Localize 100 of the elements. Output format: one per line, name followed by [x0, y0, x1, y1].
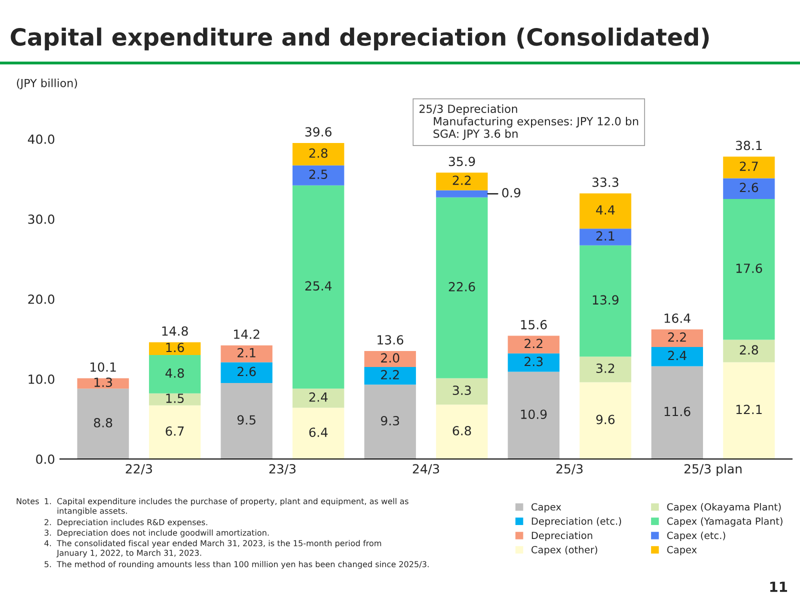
total-label: 14.8	[162, 326, 188, 336]
data-label: 0.9	[502, 188, 520, 198]
data-label: 25.4	[305, 281, 332, 291]
bar	[364, 351, 416, 367]
data-label: 11.6	[664, 406, 690, 416]
bar	[77, 378, 129, 389]
bar	[292, 185, 344, 389]
data-label: 2.5	[309, 170, 328, 180]
bar	[220, 362, 272, 383]
total-label: 35.9	[448, 156, 475, 166]
text: 3. Depreciation does not include goodwill amortization.	[44, 530, 269, 538]
bar	[580, 382, 632, 459]
data-label: 2.1	[238, 348, 256, 358]
bar	[436, 378, 488, 405]
total-label: 13.6	[378, 335, 404, 345]
bar	[580, 356, 632, 382]
legend-label: Capex	[532, 503, 562, 512]
x-tick-label: 23/3	[269, 464, 296, 475]
text: 1. Capital expenditure includes the purchase of property, plant and equipment, as well as intangible assets.	[44, 498, 408, 516]
bar	[148, 355, 201, 394]
annotation: 25/3 Depreciation Manufacturing expenses: JPY 12.0 bn SGA: JPY 3.6 bn	[419, 104, 638, 140]
bar	[723, 340, 775, 362]
data-label: 1.3	[94, 378, 112, 388]
data-label: 22.6	[448, 282, 476, 292]
data-label: 2.1	[596, 231, 614, 240]
bar	[436, 197, 488, 378]
data-label: 6.4	[309, 428, 328, 438]
y-tick-label: 10.0	[28, 374, 54, 384]
data-label: 4.8	[165, 368, 184, 378]
total-label: 38.1	[736, 140, 762, 150]
bar	[292, 165, 344, 186]
bar	[580, 245, 632, 357]
legend-label: Capex (etc.)	[667, 532, 726, 541]
y-tick-label: 30.0	[28, 214, 54, 224]
data-label: 2.8	[740, 345, 758, 355]
data-label: 3.2	[596, 364, 614, 374]
bar	[148, 393, 201, 406]
data-label: 1.5	[166, 394, 184, 404]
total-label: 14.2	[234, 330, 260, 339]
data-label: 2.7	[740, 162, 758, 171]
total-label: 39.6	[305, 127, 332, 137]
bar	[148, 342, 201, 355]
data-label: 9.3	[380, 416, 400, 426]
bar	[651, 366, 704, 459]
data-label: 2.8	[309, 148, 328, 158]
data-label: 12.1	[736, 404, 762, 414]
data-label: 6.7	[166, 426, 184, 436]
data-label: 2.2	[452, 176, 471, 185]
bar	[508, 353, 560, 372]
text: 4. The consolidated fiscal year ended March 31, 2023, is the 15-month period from January 1, 2022, to March 31, 2023.	[44, 540, 382, 558]
data-label: 2.6	[740, 182, 758, 192]
text: Notes	[16, 498, 39, 504]
chart-title: Capital expenditure and depreciation (Consolidated)	[10, 28, 709, 50]
bar	[436, 172, 488, 190]
data-label: 2.0	[381, 353, 400, 363]
bar	[364, 367, 416, 385]
data-label: 6.8	[452, 426, 471, 436]
bar	[651, 329, 704, 347]
y-tick-label: 0.0	[36, 454, 54, 464]
bar	[580, 228, 632, 246]
legend-label: Capex (Yamagata Plant)	[667, 517, 782, 527]
bar	[220, 383, 272, 459]
data-label: 2.3	[524, 356, 543, 366]
bar	[436, 404, 488, 459]
x-tick-label: 22/3	[126, 464, 152, 475]
bar	[580, 193, 632, 229]
data-label: 2.4	[668, 350, 686, 360]
legend-label: Capex (other)	[532, 546, 598, 556]
bar	[292, 143, 344, 166]
data-label: 17.6	[736, 264, 762, 274]
data-label: 10.9	[521, 410, 547, 420]
legend-label: Depreciation (etc.)	[532, 517, 622, 527]
total-label: 15.6	[521, 320, 547, 330]
legend-label: Capex (Okayama Plant)	[667, 503, 781, 512]
text: 11	[770, 582, 788, 592]
x-tick-label: 25/3 plan	[684, 464, 742, 476]
bar	[723, 156, 775, 178]
data-label: 2.2	[381, 370, 399, 380]
bar	[292, 408, 344, 459]
total-label: 33.3	[592, 178, 618, 187]
bar	[723, 199, 775, 340]
legend-label: Capex	[667, 546, 697, 556]
data-label: 2.2	[524, 338, 542, 348]
text: 5. The method of rounding amounts less than 100 million yen has been changed since 2025/3.	[44, 561, 429, 569]
bar	[723, 362, 775, 459]
bar	[651, 347, 704, 366]
total-label: 10.1	[90, 362, 116, 372]
bar	[364, 384, 416, 459]
bar	[508, 372, 560, 459]
bar	[292, 388, 344, 408]
data-label: 1.6	[166, 342, 184, 352]
data-label: 13.9	[592, 295, 618, 305]
bar	[148, 405, 201, 459]
x-tick-label: 25/3	[556, 464, 583, 475]
y-tick-label: 20.0	[28, 294, 54, 304]
data-label: 9.5	[237, 415, 256, 425]
text: 2. Depreciation includes R&D expenses.	[44, 519, 208, 527]
bar	[220, 345, 272, 362]
bar	[723, 178, 775, 199]
legend-label: Depreciation	[532, 532, 592, 541]
